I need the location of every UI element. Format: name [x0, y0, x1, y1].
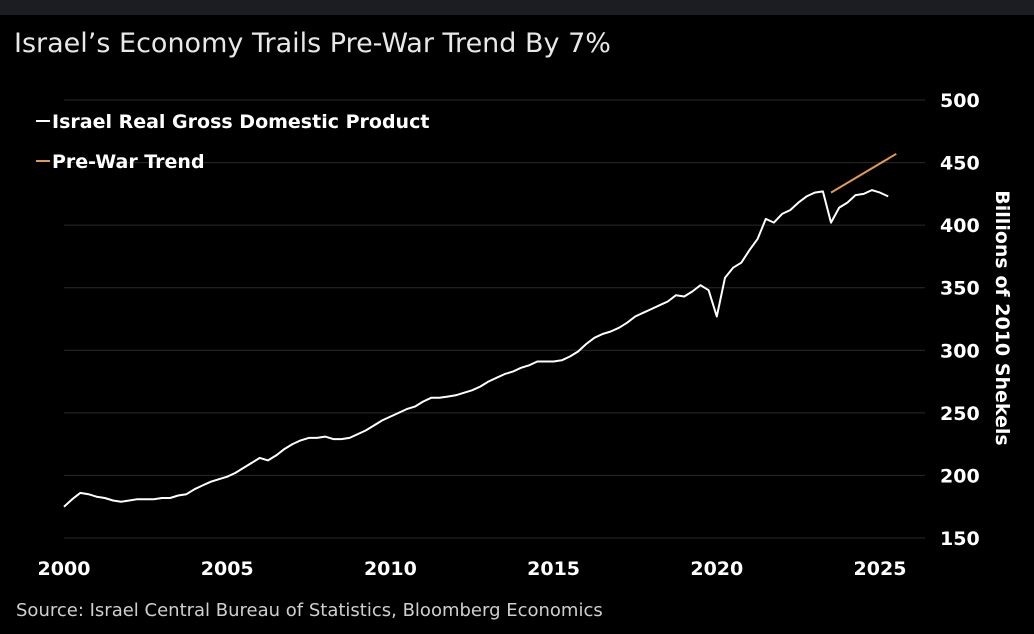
- x-tick-label: 2000: [38, 558, 91, 580]
- legend-label-gdp: Israel Real Gross Domestic Product: [52, 111, 429, 133]
- y-axis: 150 200 250 300 350 400 450 500: [940, 90, 980, 550]
- x-tick-label: 2025: [854, 558, 907, 580]
- y-tick-label: 250: [940, 403, 980, 425]
- series-line-gdp: [63, 189, 889, 508]
- y-tick-label: 150: [940, 528, 980, 550]
- gridlines: [64, 99, 925, 539]
- y-axis-label: Billions of 2010 Shekels: [991, 190, 1013, 445]
- x-tick-label: 2020: [690, 558, 743, 580]
- y-tick-label: 450: [940, 153, 980, 175]
- legend-label-trend: Pre-War Trend: [52, 151, 205, 173]
- y-tick-label: 300: [940, 340, 980, 362]
- source-note: Source: Israel Central Bureau of Statist…: [16, 600, 603, 621]
- x-tick-label: 2015: [527, 558, 580, 580]
- x-tick-label: 2005: [201, 558, 254, 580]
- chart-title: Israel’s Economy Trails Pre-War Trend By…: [14, 28, 611, 59]
- plot-area: [63, 152, 897, 508]
- x-axis: 2000 2005 2010 2015 2020 2025: [38, 558, 907, 580]
- y-tick-label: 500: [940, 90, 980, 112]
- y-tick-label: 200: [940, 465, 980, 487]
- y-tick-label: 350: [940, 278, 980, 300]
- series-line-pre-war-trend: [830, 152, 897, 194]
- y-tick-label: 400: [940, 215, 980, 237]
- legend: Israel Real Gross Domestic Product Pre-W…: [36, 111, 429, 173]
- window-top-bar: [0, 0, 1034, 15]
- x-tick-label: 2010: [364, 558, 417, 580]
